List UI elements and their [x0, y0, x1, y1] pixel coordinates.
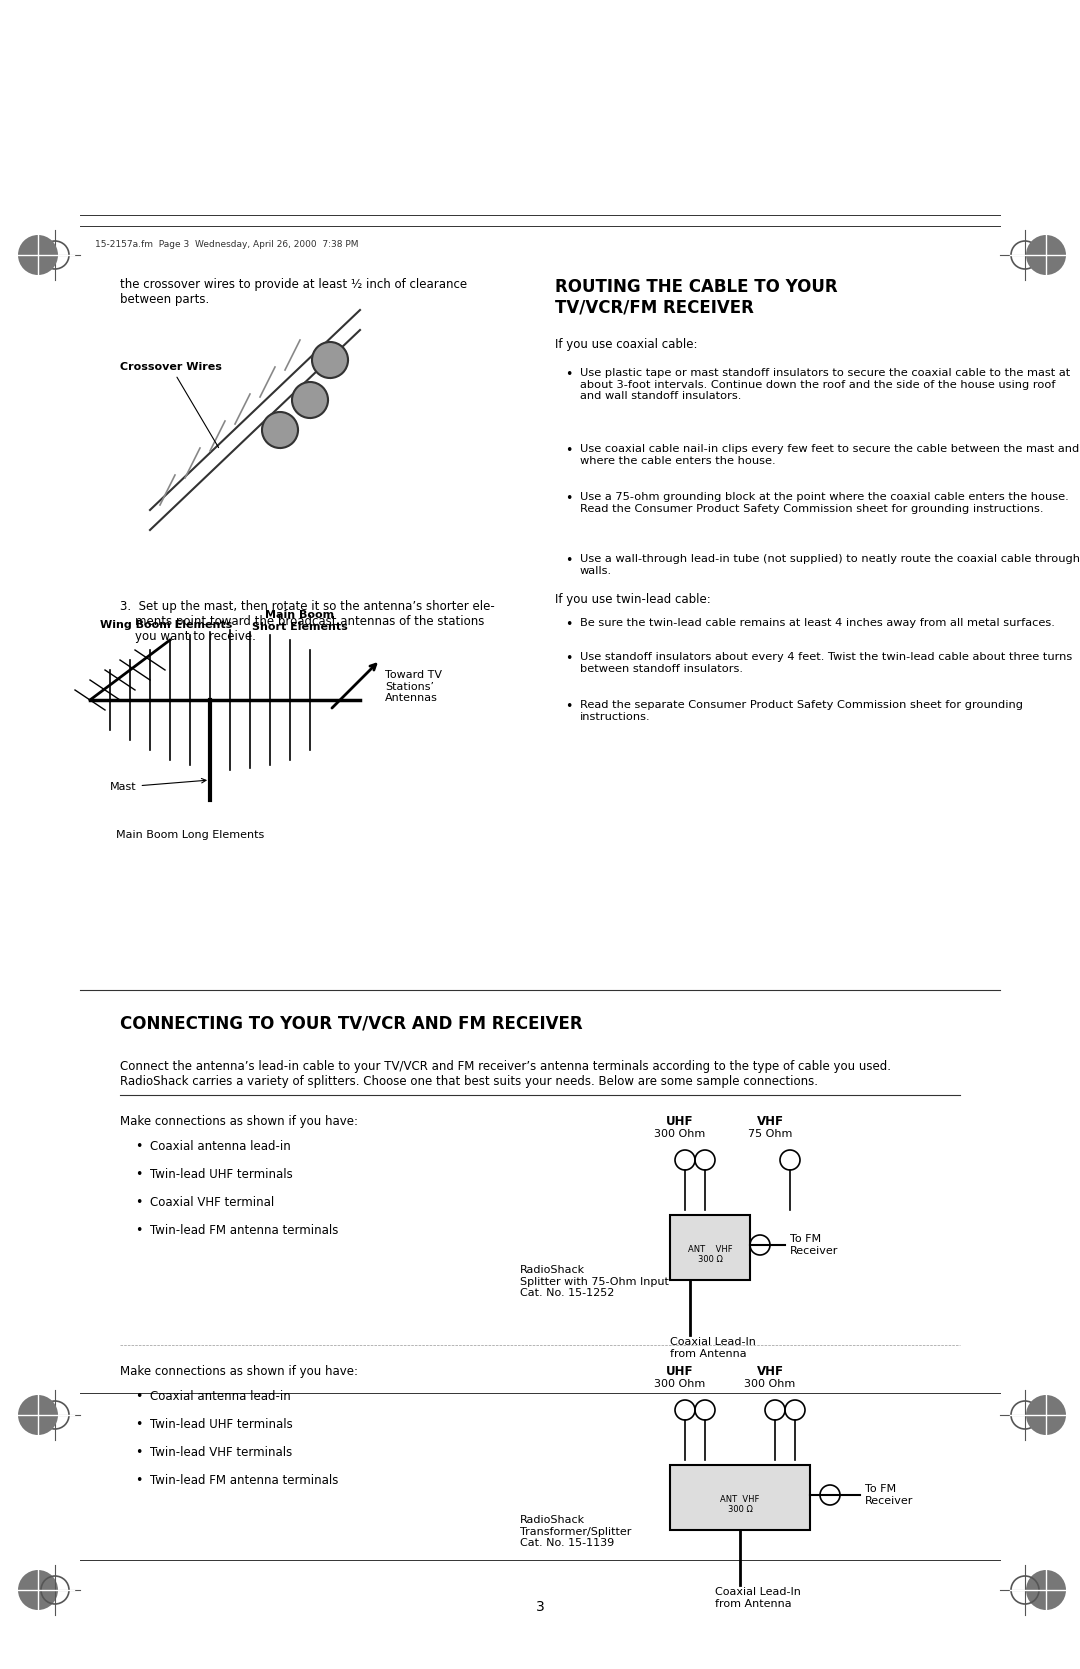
Circle shape [18, 235, 58, 275]
Text: Coaxial antenna lead-in: Coaxial antenna lead-in [150, 1140, 291, 1153]
Text: CONNECTING TO YOUR TV/VCR AND FM RECEIVER: CONNECTING TO YOUR TV/VCR AND FM RECEIVE… [120, 1015, 582, 1033]
Bar [670, 1465, 810, 1530]
Text: •: • [135, 1197, 143, 1208]
Circle shape [262, 412, 298, 447]
Text: 300 Ohm: 300 Ohm [744, 1379, 796, 1389]
Text: Twin-lead VHF terminals: Twin-lead VHF terminals [150, 1445, 293, 1459]
Text: Coaxial Lead-In
from Antenna: Coaxial Lead-In from Antenna [670, 1337, 756, 1359]
Text: 75 Ohm: 75 Ohm [747, 1128, 793, 1138]
Text: If you use coaxial cable:: If you use coaxial cable: [555, 339, 698, 350]
Text: Toward TV
Stations’
Antennas: Toward TV Stations’ Antennas [384, 669, 442, 703]
Text: To FM
Receiver: To FM Receiver [789, 1233, 838, 1255]
Text: •: • [135, 1419, 143, 1430]
Text: ROUTING THE CABLE TO YOUR
TV/VCR/FM RECEIVER: ROUTING THE CABLE TO YOUR TV/VCR/FM RECE… [555, 279, 838, 317]
Circle shape [312, 342, 348, 377]
Text: •: • [135, 1390, 143, 1404]
Text: VHF: VHF [756, 1365, 783, 1379]
Text: Main Boom
Short Elements: Main Boom Short Elements [252, 609, 348, 631]
Text: the crossover wires to provide at least ½ inch of clearance
between parts.: the crossover wires to provide at least … [120, 279, 468, 305]
Text: VHF: VHF [756, 1115, 783, 1128]
Text: Main Boom Long Elements: Main Boom Long Elements [116, 829, 265, 840]
Bar [670, 1215, 750, 1280]
Text: Coaxial VHF terminal: Coaxial VHF terminal [150, 1197, 274, 1208]
Text: 3.  Set up the mast, then rotate it so the antenna’s shorter ele-
    ments poin: 3. Set up the mast, then rotate it so th… [120, 599, 495, 643]
Text: Read the separate Consumer Product Safety Commission sheet for grounding instruc: Read the separate Consumer Product Safet… [580, 699, 1023, 721]
Text: 15-2157a.fm  Page 3  Wednesday, April 26, 2000  7:38 PM: 15-2157a.fm Page 3 Wednesday, April 26, … [95, 240, 359, 249]
Text: Make connections as shown if you have:: Make connections as shown if you have: [120, 1365, 357, 1379]
Text: •: • [565, 367, 572, 381]
Text: ANT  VHF
300 Ω: ANT VHF 300 Ω [720, 1495, 759, 1514]
Text: Twin-lead FM antenna terminals: Twin-lead FM antenna terminals [150, 1223, 338, 1237]
Text: Coaxial Lead-In
from Antenna: Coaxial Lead-In from Antenna [715, 1587, 801, 1609]
Text: Twin-lead UHF terminals: Twin-lead UHF terminals [150, 1168, 293, 1182]
Text: Wing Boom Elements: Wing Boom Elements [100, 619, 232, 629]
Text: 300 Ohm: 300 Ohm [654, 1128, 705, 1138]
Text: Coaxial antenna lead-in: Coaxial antenna lead-in [150, 1390, 291, 1404]
Text: •: • [565, 444, 572, 457]
Text: Be sure the twin-lead cable remains at least 4 inches away from all metal surfac: Be sure the twin-lead cable remains at l… [580, 618, 1055, 628]
Text: •: • [565, 699, 572, 713]
Text: Use plastic tape or mast standoff insulators to secure the coaxial cable to the : Use plastic tape or mast standoff insula… [580, 367, 1070, 401]
Text: UHF: UHF [666, 1115, 693, 1128]
Text: Twin-lead UHF terminals: Twin-lead UHF terminals [150, 1419, 293, 1430]
Text: ANT    VHF
300 Ω: ANT VHF 300 Ω [688, 1245, 732, 1265]
Text: •: • [565, 492, 572, 506]
Text: •: • [135, 1223, 143, 1237]
Text: Connect the antenna’s lead-in cable to your TV/VCR and FM receiver’s antenna ter: Connect the antenna’s lead-in cable to y… [120, 1060, 891, 1088]
Text: •: • [135, 1140, 143, 1153]
Circle shape [1026, 1395, 1066, 1435]
Text: RadioShack
Transformer/Splitter
Cat. No. 15-1139: RadioShack Transformer/Splitter Cat. No.… [519, 1515, 632, 1549]
Text: •: • [565, 653, 572, 664]
Text: Crossover Wires: Crossover Wires [120, 362, 221, 447]
Text: RadioShack
Splitter with 75-Ohm Input
Cat. No. 15-1252: RadioShack Splitter with 75-Ohm Input Ca… [519, 1265, 669, 1298]
Text: Make connections as shown if you have:: Make connections as shown if you have: [120, 1115, 357, 1128]
Text: Twin-lead FM antenna terminals: Twin-lead FM antenna terminals [150, 1474, 338, 1487]
Text: •: • [565, 618, 572, 631]
Text: Use a wall-through lead-in tube (not supplied) to neatly route the coaxial cable: Use a wall-through lead-in tube (not sup… [580, 554, 1080, 576]
Text: •: • [135, 1474, 143, 1487]
Text: •: • [135, 1168, 143, 1182]
Text: UHF: UHF [666, 1365, 693, 1379]
Circle shape [1026, 1571, 1066, 1611]
Circle shape [18, 1395, 58, 1435]
Text: Mast: Mast [110, 778, 206, 793]
Circle shape [18, 1571, 58, 1611]
Text: To FM
Receiver: To FM Receiver [865, 1484, 914, 1505]
Text: Use coaxial cable nail-in clips every few feet to secure the cable between the m: Use coaxial cable nail-in clips every fe… [580, 444, 1079, 466]
Text: If you use twin-lead cable:: If you use twin-lead cable: [555, 592, 711, 606]
Text: •: • [135, 1445, 143, 1459]
Text: 3: 3 [536, 1601, 544, 1614]
Text: 300 Ohm: 300 Ohm [654, 1379, 705, 1389]
Text: Use a 75-ohm grounding block at the point where the coaxial cable enters the hou: Use a 75-ohm grounding block at the poin… [580, 492, 1069, 514]
Circle shape [292, 382, 328, 417]
Text: •: • [565, 554, 572, 567]
Text: Use standoff insulators about every 4 feet. Twist the twin-lead cable about thre: Use standoff insulators about every 4 fe… [580, 653, 1072, 674]
Circle shape [1026, 235, 1066, 275]
